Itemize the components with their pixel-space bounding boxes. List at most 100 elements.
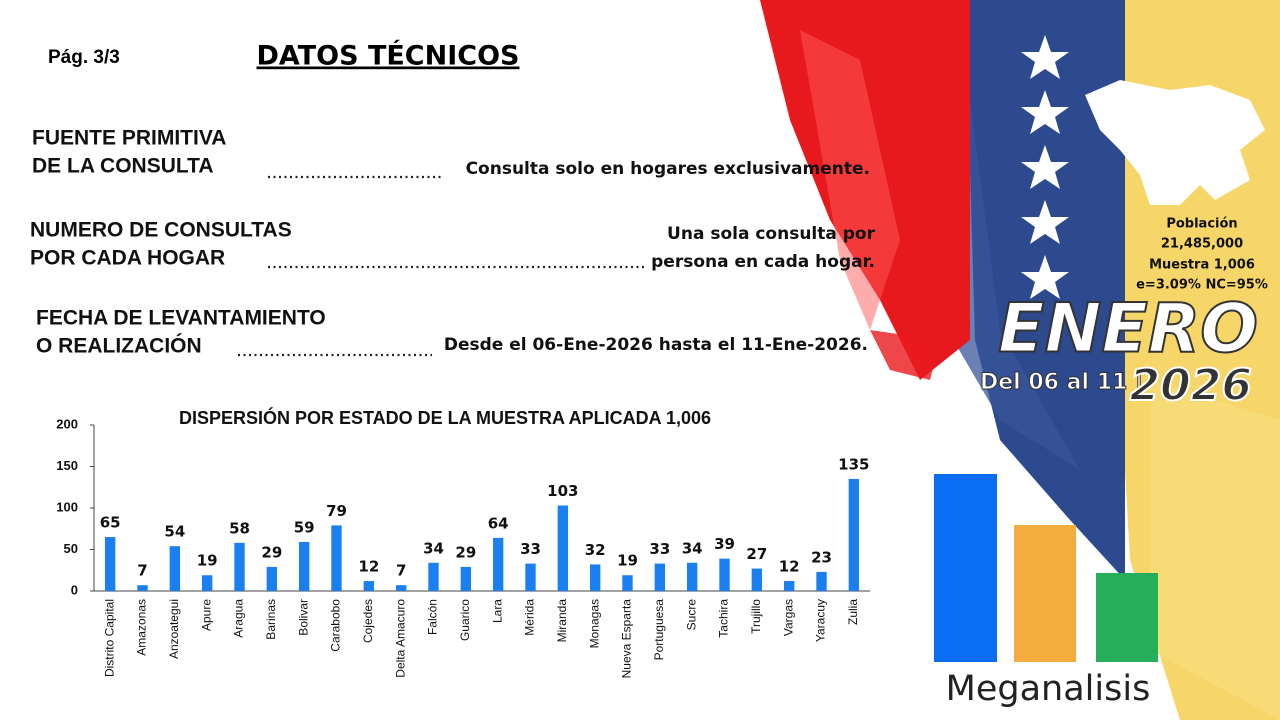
x-tick-label: Bolivar [296,599,310,636]
data-label: 29 [455,543,476,561]
x-tick-label: Anzoategui [167,599,181,659]
bar [137,585,148,591]
data-label: 34 [423,539,444,557]
section-label: FUENTE PRIMITIVA [32,127,226,150]
data-label: 34 [682,539,703,557]
data-label: 33 [649,540,670,558]
x-tick-label: Barinas [264,599,278,640]
bar [686,562,698,591]
x-tick-label: Aragua [232,599,246,638]
bar [492,537,504,591]
data-label: 12 [779,558,800,576]
section-label: O REALIZACIÓN [36,334,202,358]
bar [169,546,181,591]
map [1085,80,1265,205]
bar [719,558,730,591]
section-label: FECHA DE LEVANTAMIENTO [36,307,326,330]
section-value: persona en cada hogar. [651,252,875,272]
x-tick-label: Vargas [781,599,795,636]
bar [428,562,439,591]
chart-title: DISPERSIÓN POR ESTADO DE LA MUESTRA APLI… [179,407,711,428]
bar [654,563,666,591]
bar [460,566,472,591]
x-tick-label: Falcón [426,599,440,635]
x-tick-label: Sucre [684,599,698,631]
x-tick-label: Mérida [523,599,537,636]
section-value: Consulta solo en hogares exclusivamente. [466,159,870,179]
x-tick-label: Cojedes [361,599,375,643]
data-label: 29 [261,543,282,561]
x-tick-label: Nueva Esparta [620,599,634,679]
page-title: DATOS TÉCNICOS [257,40,520,72]
bar [622,575,633,591]
x-tick-label: Monagas [587,599,601,648]
x-tick-label: Carabobo [329,599,343,652]
info-line: Muestra 1,006 [1149,258,1255,273]
bar [751,568,763,591]
info-line: e=3.09% NC=95% [1136,278,1268,293]
x-tick-label: Delta Amacuro [393,599,407,678]
data-label: 12 [358,558,379,576]
bar [395,585,407,591]
logo: Meganalisis [934,474,1158,709]
bar [234,542,245,591]
logo-bar [1096,573,1158,662]
data-label: 7 [396,562,406,580]
section-value: Desde el 06-Ene-2026 hasta el 11-Ene-202… [444,335,868,355]
stars [1021,35,1069,299]
data-label: 64 [488,514,509,532]
data-label: 7 [137,562,147,580]
y-tick-label: 100 [56,499,78,514]
data-label: 32 [585,541,606,559]
x-tick-label: Guarico [458,599,472,641]
logo-bar [934,474,997,662]
data-label: 27 [746,545,767,563]
x-tick-label: Apure [199,599,213,631]
x-tick-label: Tachira [717,599,731,638]
brand-name: Meganalisis [946,669,1151,709]
data-label: 65 [100,514,121,532]
x-tick-label: Miranda [555,599,569,643]
x-tick-label: Trujillo [749,599,763,634]
x-tick-label: Zulia [846,599,860,625]
page-number: Pág. 3/3 [48,47,120,68]
bar [298,542,310,591]
x-tick-label: Portuguesa [652,599,666,661]
bar [783,581,795,591]
y-tick-label: 200 [56,416,78,431]
data-label: 33 [520,540,541,558]
bar [266,566,278,591]
banner-month: ENERO [998,290,1258,369]
data-label: 19 [197,552,218,570]
bar [589,564,601,591]
data-label: 135 [838,455,869,473]
info-line: Población [1166,217,1237,232]
data-label: 79 [326,502,347,520]
section-label: POR CADA HOGAR [30,247,225,270]
x-tick-label: Distrito Capital [102,599,116,677]
bar [201,575,213,591]
data-label: 39 [714,535,735,553]
x-tick-label: Lara [490,599,504,623]
bar [525,563,536,591]
y-tick-label: 0 [71,582,78,597]
x-tick-label: Yaracuy [814,599,828,642]
y-tick-label: 50 [64,541,78,556]
bar [557,505,569,591]
banner-range: Del 06 al 11 | [980,370,1143,395]
data-label: 58 [229,519,250,537]
logo-bar [1014,525,1076,662]
flag-background [760,0,1280,720]
section-label: NUMERO DE CONSULTAS [30,219,292,242]
section-value: Una sola consulta por [667,224,876,244]
bar [816,571,827,591]
section-label: DE LA CONSULTA [32,155,214,178]
data-label: 59 [294,519,315,537]
info-line: 21,485,000 [1161,237,1243,252]
chart: 0 50 100 150 200 Distrito Capital 65 Amazonas 7 A… [56,416,870,678]
banner-year: 2026 [1130,360,1252,411]
y-tick-label: 150 [56,458,78,473]
bar [104,537,116,591]
data-label: 19 [617,552,638,570]
